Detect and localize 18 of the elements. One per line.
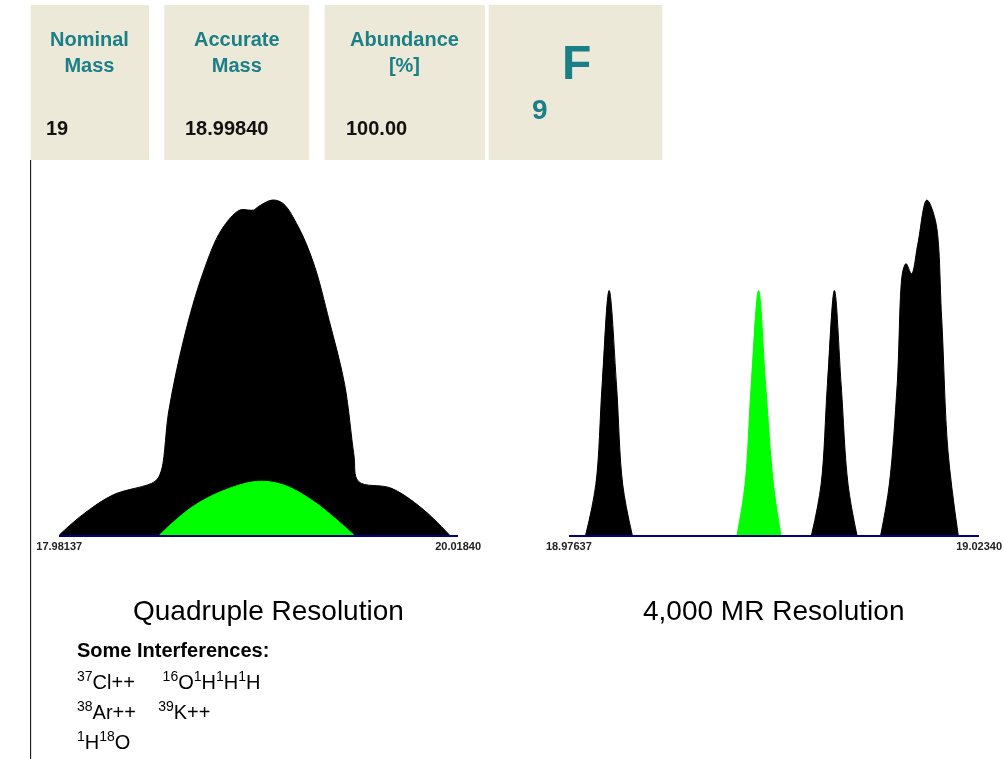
x-axis-title: Quadruple Resolution: [133, 595, 404, 626]
text: 100.00: [346, 117, 408, 139]
text: Abundance [%]: [350, 28, 459, 76]
text: 9: [532, 94, 548, 125]
x-tick-label: 17.98137: [36, 540, 83, 553]
x-tick-label: 18.97637: [545, 540, 592, 553]
text: Some Interferences:: [77, 639, 270, 661]
x-tick-label: 20.01840: [435, 540, 482, 553]
text: 19: [46, 117, 69, 139]
text: $^{37}$Cl++ $^{16}$O$^{1}$H$^{1}$H$^{1}$H: [77, 668, 261, 694]
text: $^{1}$H$^{18}$O: [77, 728, 131, 754]
text: F: [562, 36, 592, 89]
x-tick-label: 19.02340: [956, 540, 1003, 553]
x-axis-title: 4,000 MR Resolution: [643, 595, 905, 626]
text: 18.99840: [185, 117, 269, 139]
text: $^{38}$Ar++ $^{39}$K++: [77, 698, 211, 724]
text: Nominal Mass: [50, 28, 129, 76]
text: Accurate Mass: [194, 28, 280, 76]
